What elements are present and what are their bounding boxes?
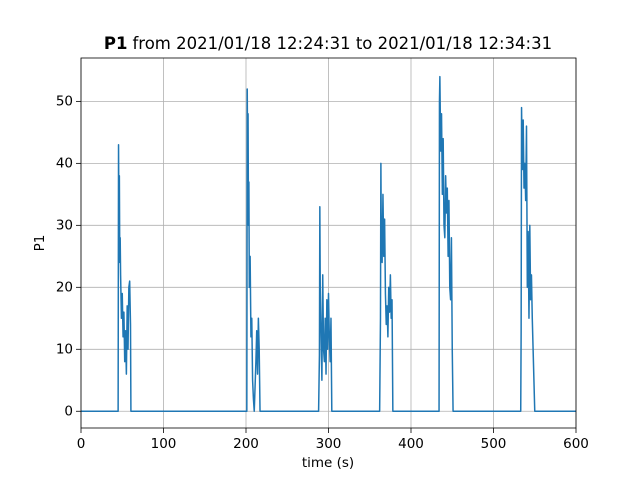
x-tick-label: 400 (398, 436, 424, 452)
y-tick-label: 30 (56, 217, 73, 233)
x-tick-label: 500 (481, 436, 507, 452)
x-tick-label: 0 (77, 436, 86, 452)
x-tick-label: 300 (316, 436, 342, 452)
chart-title: P1 from 2021/01/18 12:24:31 to 2021/01/18… (104, 34, 552, 53)
data-line (81, 75, 576, 413)
plot-frame (80, 57, 577, 429)
x-axis-label: time (s) (302, 455, 354, 471)
x-tick-label: 600 (563, 436, 589, 452)
y-tick-label: 50 (56, 93, 73, 109)
x-tick-label: 200 (233, 436, 259, 452)
title-bold: P1 (104, 34, 128, 53)
title-text: from 2021/01/18 12:24:31 to 2021/01/18 1… (132, 34, 552, 53)
y-axis-label: P1 (32, 235, 48, 252)
x-tick-label: 100 (151, 436, 177, 452)
y-tick-label: 20 (56, 279, 73, 295)
y-tick-label: 40 (56, 155, 73, 171)
y-tick-label: 10 (56, 341, 73, 357)
y-tick-label: 0 (64, 403, 73, 419)
